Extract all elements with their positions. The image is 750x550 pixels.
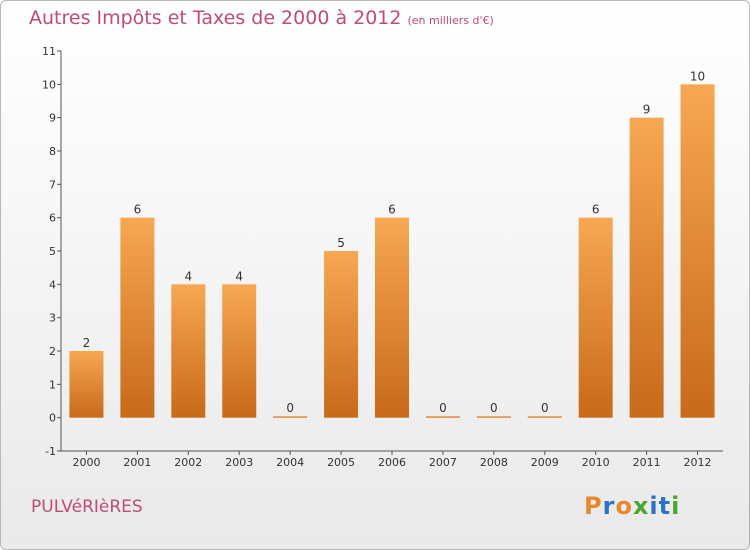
bar-2011 xyxy=(629,117,664,418)
x-tick-label: 2007 xyxy=(429,456,457,469)
commune-name: PULVéRIèRES xyxy=(31,497,143,517)
data-label-2006: 6 xyxy=(388,203,396,217)
x-tick-label: 2010 xyxy=(582,456,610,469)
y-tick-label: 2 xyxy=(49,345,56,358)
logo-letter: o xyxy=(615,492,633,520)
data-label-2001: 6 xyxy=(134,203,142,217)
y-tick-label: 10 xyxy=(42,78,56,91)
bar-2003 xyxy=(222,284,257,418)
bar-2007 xyxy=(425,416,460,418)
logo-letter: i xyxy=(649,492,659,520)
logo-letter: P xyxy=(584,492,603,520)
x-tick-label: 2004 xyxy=(276,456,304,469)
bar-2006 xyxy=(375,217,409,418)
bar-2004 xyxy=(273,416,308,418)
chart-bars xyxy=(69,84,715,418)
data-label-2009: 0 xyxy=(541,401,549,415)
bar-2009 xyxy=(527,416,562,418)
data-label-2004: 0 xyxy=(286,401,294,415)
x-tick-label: 2008 xyxy=(480,456,508,469)
x-tick-label: 2006 xyxy=(378,456,406,469)
y-tick-label: 8 xyxy=(49,145,56,158)
bar-2005 xyxy=(324,251,359,418)
data-label-2011: 9 xyxy=(643,103,651,117)
data-label-2007: 0 xyxy=(439,401,447,415)
y-tick-label: 5 xyxy=(49,245,56,258)
data-label-2012: 10 xyxy=(690,69,705,83)
data-label-2008: 0 xyxy=(490,401,498,415)
logo-letter: i xyxy=(671,492,681,520)
y-tick-label: 11 xyxy=(42,45,56,58)
x-tick-label: 2005 xyxy=(327,456,355,469)
y-tick-label: 1 xyxy=(49,378,56,391)
chart-title-text: Autres Impôts et Taxes de 2000 à 2012 xyxy=(29,7,402,29)
y-tick-label: 4 xyxy=(49,278,56,291)
x-tick-label: 2003 xyxy=(225,456,253,469)
chart-unit-text: (en milliers d'€) xyxy=(407,14,494,27)
proxiti-logo: Proxiti xyxy=(584,492,680,520)
y-tick-label: -1 xyxy=(45,445,56,458)
x-tick-label: 2000 xyxy=(72,456,100,469)
bar-2002 xyxy=(171,284,206,418)
bar-2012 xyxy=(680,84,715,418)
bar-2010 xyxy=(578,217,613,418)
bar-2008 xyxy=(476,416,511,418)
x-tick-label: 2011 xyxy=(633,456,661,469)
chart-data-labels: 2 6 4 4 0 5 6 0 0 0 6 9 10 xyxy=(83,69,706,415)
chart-title: Autres Impôts et Taxes de 2000 à 2012 (en… xyxy=(29,7,494,29)
y-tick-label: 0 xyxy=(49,412,56,425)
data-label-2002: 4 xyxy=(184,269,192,283)
x-tick-label: 2009 xyxy=(531,456,559,469)
data-label-2010: 6 xyxy=(592,203,600,217)
x-tick-label: 2012 xyxy=(684,456,712,469)
data-label-2000: 2 xyxy=(83,336,91,350)
x-tick-label: 2002 xyxy=(174,456,202,469)
bar-2000 xyxy=(69,351,104,418)
bar-2001 xyxy=(120,217,155,418)
y-tick-label: 6 xyxy=(49,212,56,225)
y-tick-label: 9 xyxy=(49,112,56,125)
logo-letter: x xyxy=(632,492,650,520)
logo-letter: t xyxy=(658,492,672,520)
y-tick-label: 7 xyxy=(49,178,56,191)
y-tick-label: 3 xyxy=(49,312,56,325)
x-tick-label: 2001 xyxy=(123,456,151,469)
data-label-2003: 4 xyxy=(235,269,243,283)
logo-letter: r xyxy=(602,492,616,520)
data-label-2005: 5 xyxy=(337,236,345,250)
